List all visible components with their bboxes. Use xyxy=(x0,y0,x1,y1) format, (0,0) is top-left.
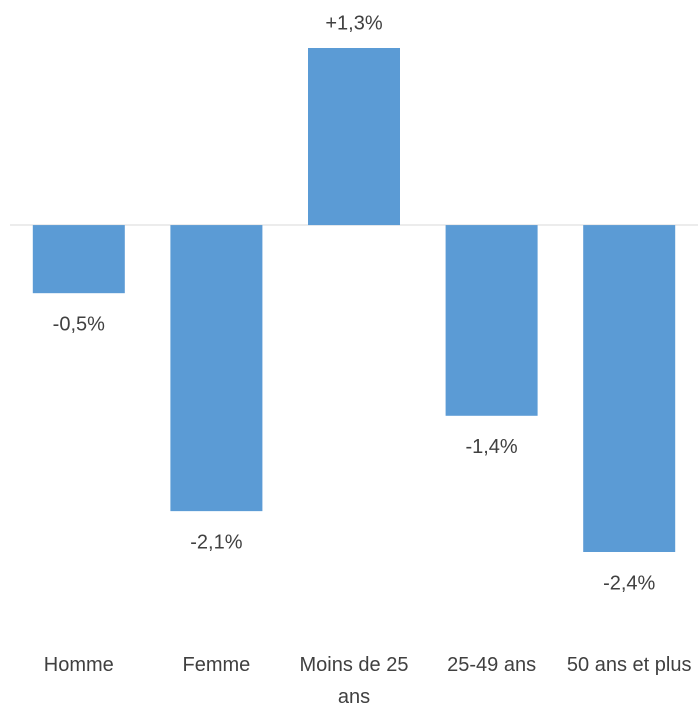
x-tick-label: Homme xyxy=(43,654,114,676)
value-label: -0,5% xyxy=(53,313,105,335)
bar xyxy=(32,225,125,294)
bar xyxy=(583,225,676,552)
x-tick-label: Moins de 25 ans xyxy=(299,654,409,708)
x-tick-label: Femme xyxy=(182,654,251,676)
value-label: -1,4% xyxy=(465,436,517,458)
x-tick-label: 25-49 ans xyxy=(447,654,537,676)
bar xyxy=(170,225,263,512)
bar xyxy=(445,225,538,416)
value-label: +1,3% xyxy=(325,12,382,34)
value-label: -2,1% xyxy=(190,531,242,553)
value-label: -2,4% xyxy=(603,572,655,594)
x-tick-label: 50 ans et plus xyxy=(566,654,692,676)
bar xyxy=(308,48,400,226)
